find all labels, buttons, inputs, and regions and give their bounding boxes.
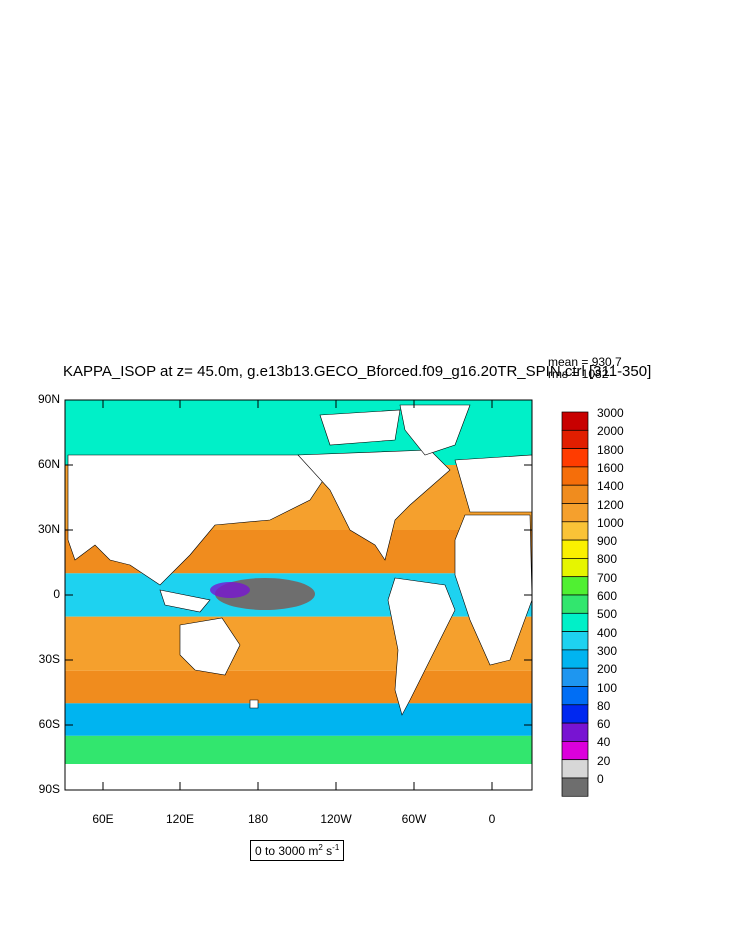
units-sup-2: -1 [332,843,340,852]
africa [454,514,533,666]
colorbar-swatch-1 [561,429,589,449]
lat-label-eq: 0 [53,587,60,601]
lat-label-60s: 60S [38,717,60,731]
lat-label-90n: 90N [37,392,60,406]
greenland [399,404,471,456]
colorbar-swatch-0 [561,411,589,431]
units-range: 0 to 3000 m [255,844,319,858]
antarctica [65,764,532,790]
lon-label-60e: 60E [92,812,114,826]
colorbar-label-12: 400 [597,625,618,640]
colorbar-label-11: 500 [597,607,618,622]
colorbar-label-9: 700 [597,570,618,585]
colorbar [561,411,589,797]
colorbar-label-20: 0 [597,772,604,786]
colorbar-swatch-7 [561,539,589,559]
colorbar-swatch-16 [561,704,589,724]
lon-label-60w: 60W [401,812,427,826]
colorbar-swatch-9 [561,576,589,596]
north-america [297,449,451,561]
colorbar-swatch-4 [561,484,589,504]
colorbar-label-15: 100 [597,680,618,695]
eq-pacific-purple-patch [210,582,250,598]
antarctica-tip [249,699,259,709]
colorbar-swatch-6 [561,521,589,541]
ocean-band-7 [65,735,532,764]
australia [179,617,241,676]
rms-stat: rms = 1082 [548,367,609,381]
colorbar-label-14: 200 [597,662,618,677]
lon-label-120e: 120E [165,812,195,826]
units-box: 0 to 3000 m2 s-1 [250,840,345,861]
colorbar-label-2: 1800 [597,442,624,457]
colorbar-swatch-18 [561,741,589,761]
axis-ticks [65,399,532,791]
lon-label-180: 180 [247,812,269,826]
lat-label-90s: 90S [38,782,60,796]
colorbar-label-3: 1600 [597,460,624,475]
colorbar-label-17: 60 [597,717,611,732]
colorbar-swatch-20 [561,777,589,797]
colorbar-swatch-10 [561,594,589,614]
lat-label-30n: 30N [37,522,60,536]
colorbar-swatch-19 [561,759,589,779]
indonesia [159,589,211,613]
plot-title: KAPPA_ISOP at z= 45.0m, g.e13b13.GECO_Bf… [63,363,652,380]
mean-stat: mean = 930.7 [548,355,622,369]
colorbar-label-4: 1400 [597,479,624,494]
south-america [387,577,456,716]
colorbar-swatch-8 [561,558,589,578]
lat-label-30s: 30S [38,652,60,666]
colorbar-swatch-15 [561,686,589,706]
lon-label-0: 0 [488,812,496,826]
colorbar-swatch-14 [561,667,589,687]
colorbar-swatch-17 [561,722,589,742]
ocean-band-6 [65,703,532,736]
colorbar-label-5: 1200 [597,497,624,512]
arctic-canada [319,409,401,446]
ocean-band-4 [65,616,532,671]
colorbar-label-1: 2000 [597,424,624,439]
lat-label-60n: 60N [37,457,60,471]
colorbar-swatch-11 [561,612,589,632]
land-masses [67,404,533,716]
units-sup-1: 2 [318,843,323,852]
colorbar-swatch-2 [561,448,589,468]
colorbar-label-7: 900 [597,534,618,549]
ocean-band-5 [65,670,532,704]
colorbar-label-16: 80 [597,698,611,713]
lon-label-120w: 120W [320,812,352,826]
colorbar-label-0: 3000 [597,406,624,420]
colorbar-swatch-3 [561,466,589,486]
colorbar-swatch-5 [561,503,589,523]
colorbar-swatch-12 [561,631,589,651]
colorbar-swatch-13 [561,649,589,669]
colorbar-label-6: 1000 [597,515,624,530]
colorbar-label-10: 600 [597,589,618,603]
colorbar-label-8: 800 [597,552,618,567]
colorbar-label-19: 20 [597,753,611,768]
units-mid: s [322,844,333,858]
colorbar-label-18: 40 [597,735,611,750]
colorbar-label-13: 300 [597,643,618,658]
